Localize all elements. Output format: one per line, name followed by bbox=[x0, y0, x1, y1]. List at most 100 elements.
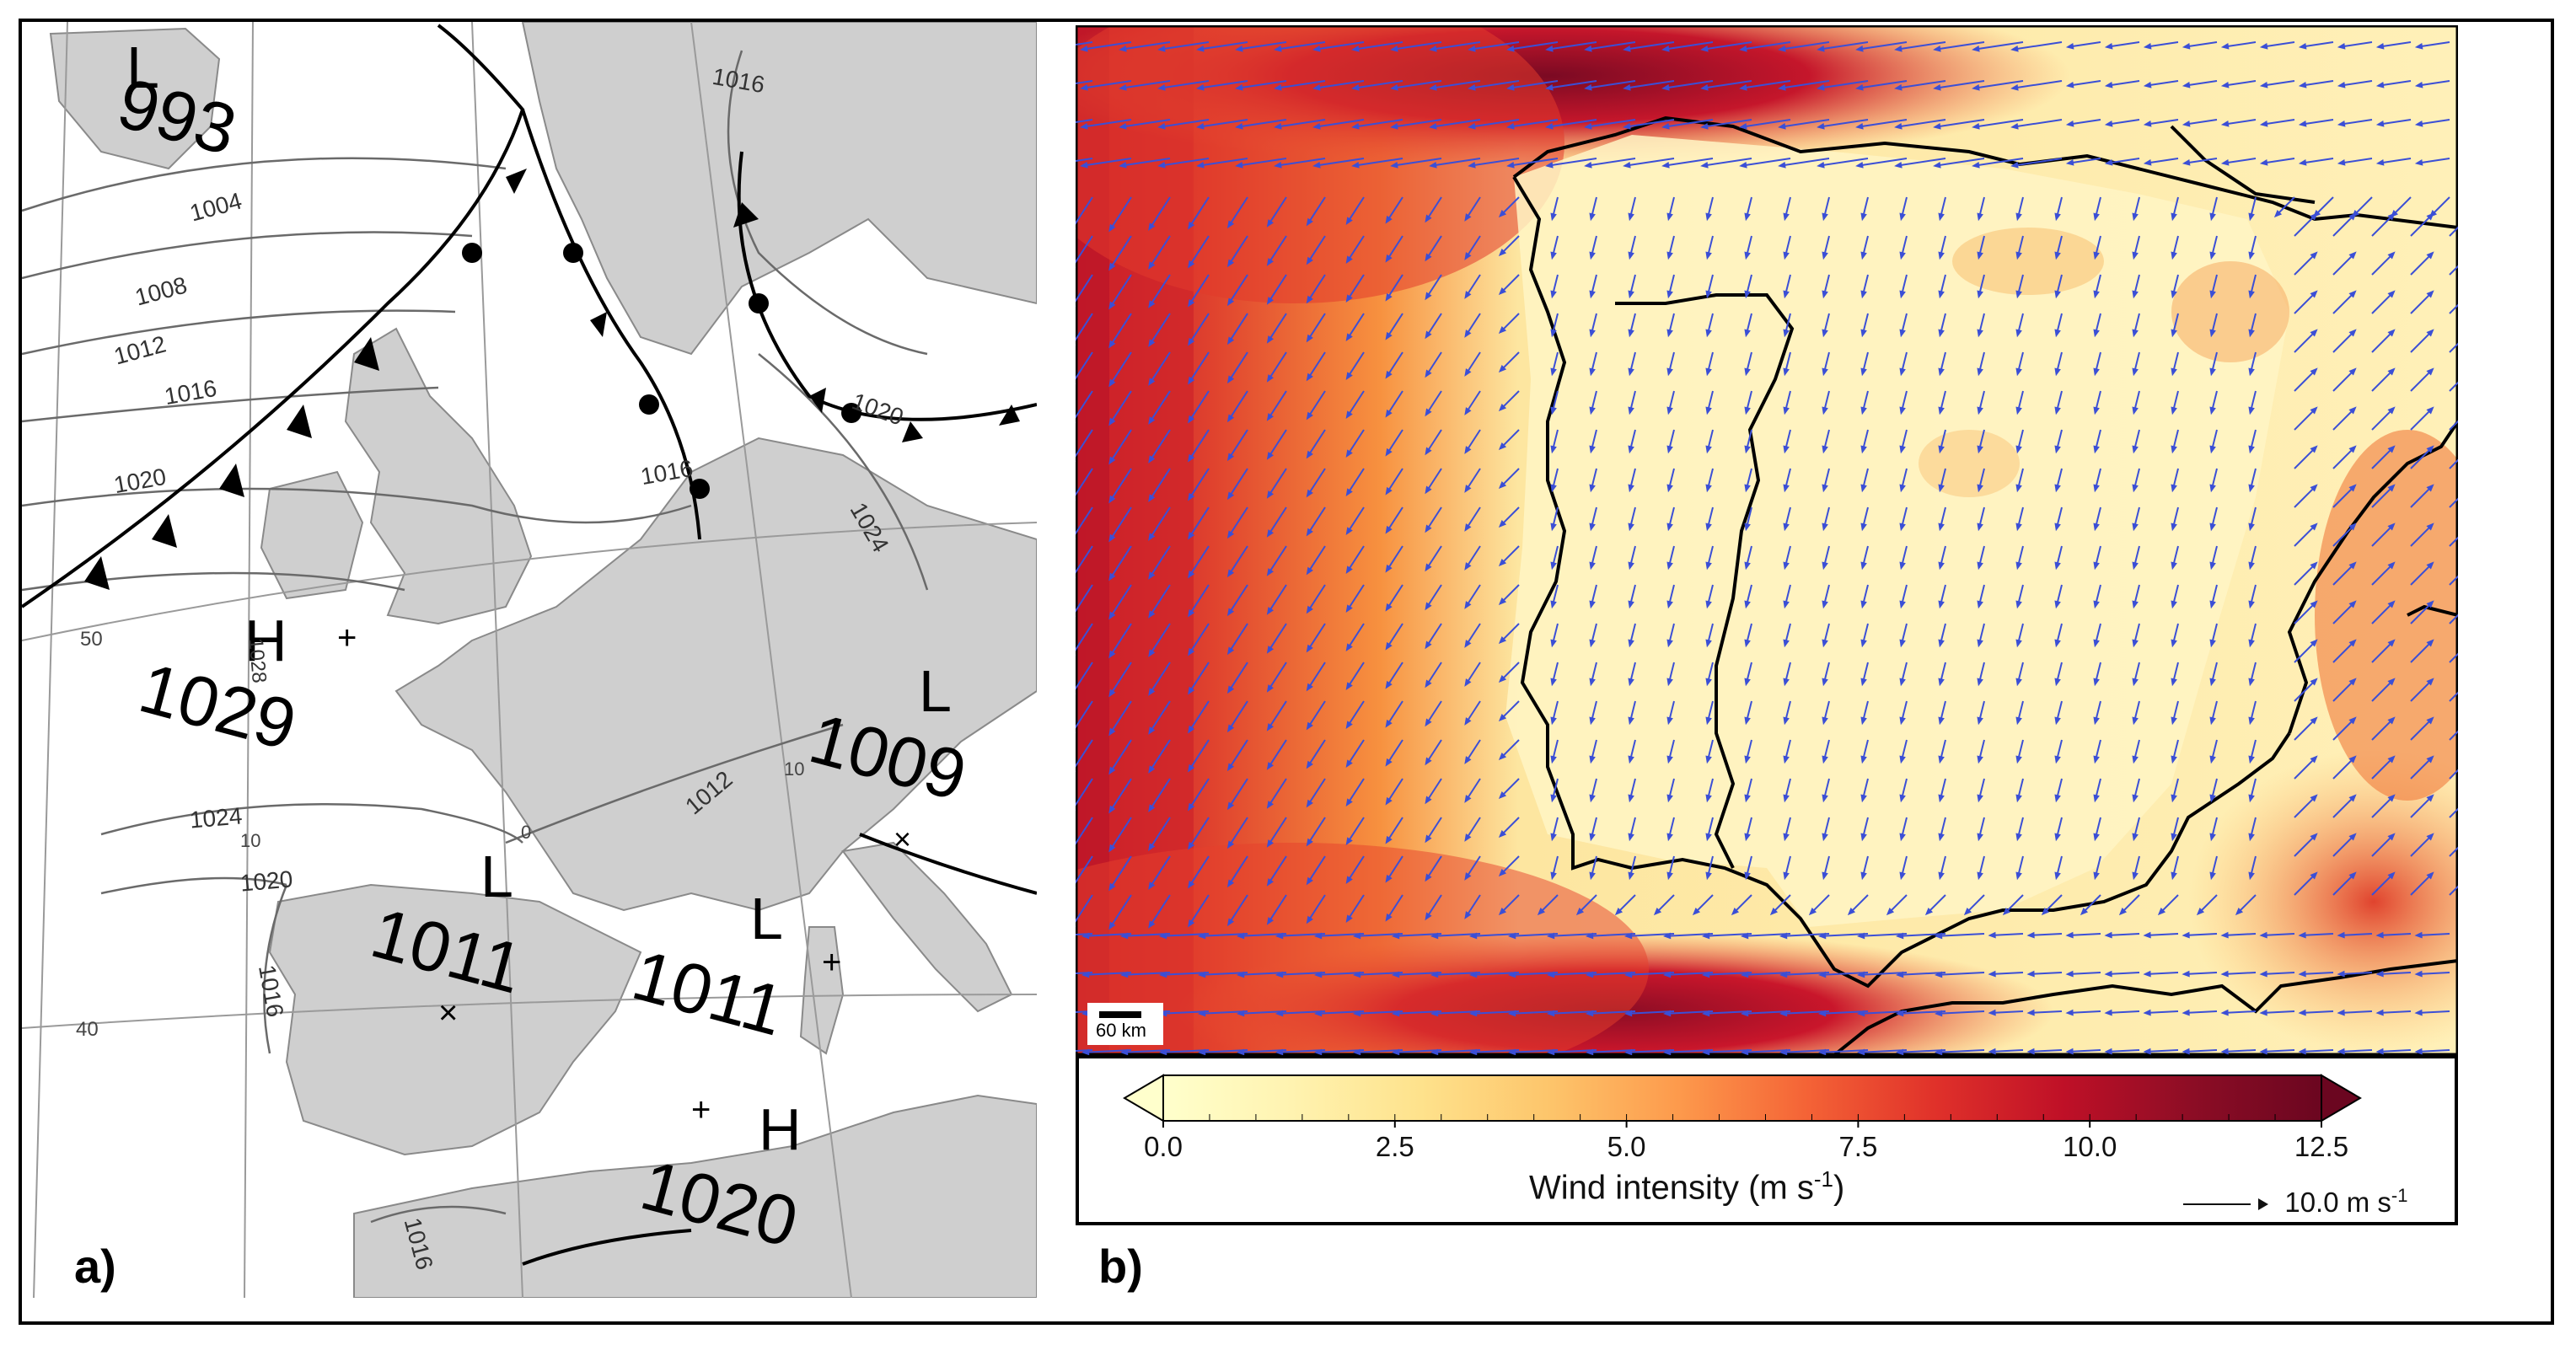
wind-vector-head bbox=[1977, 794, 1983, 803]
wind-vector-head bbox=[1266, 878, 1275, 887]
wind-vector-head bbox=[1345, 527, 1353, 536]
wind-vector-head bbox=[2132, 251, 2139, 260]
wind-vector-head bbox=[2171, 290, 2177, 299]
wind-vector-head bbox=[2348, 871, 2357, 880]
wind-vector-head bbox=[1464, 601, 1472, 609]
wind-vector-head bbox=[2132, 406, 2139, 415]
wind-vector-head bbox=[2093, 406, 2100, 415]
wind-vector-head bbox=[1589, 716, 1596, 726]
wind-vector-head bbox=[1081, 932, 1090, 940]
wind-vector-head bbox=[1938, 445, 1945, 454]
wind-vector-head bbox=[1108, 689, 1116, 698]
wind-vector-head bbox=[1196, 122, 1205, 130]
wind-vector bbox=[1355, 972, 1403, 976]
wind-vector-head bbox=[1425, 447, 1432, 456]
wind-vector-head bbox=[1661, 45, 1670, 52]
wind-vector-head bbox=[1226, 297, 1235, 307]
wind-vector bbox=[1704, 1010, 1752, 1015]
wind-vector-head bbox=[2248, 678, 2255, 687]
wind-vector-head bbox=[2015, 251, 2022, 260]
center-marker: + bbox=[337, 619, 357, 656]
wind-vector-head bbox=[2132, 561, 2139, 571]
wind-vector bbox=[1314, 158, 1365, 167]
wind-vector-head bbox=[1108, 378, 1116, 388]
wind-vector-head bbox=[1226, 918, 1235, 927]
wind-vector-head bbox=[2310, 561, 2318, 570]
wind-vector bbox=[1936, 933, 1985, 937]
wind-vector-head bbox=[1705, 445, 1712, 454]
wind-vector-head bbox=[1148, 610, 1156, 619]
wind-vector-head bbox=[2093, 329, 2100, 338]
wind-vector-head bbox=[1938, 367, 1945, 377]
wind-vector bbox=[1227, 506, 1248, 538]
wind-vector-head bbox=[1425, 640, 1432, 650]
wind-vector bbox=[1936, 1010, 1985, 1015]
wind-vector-head bbox=[1188, 298, 1195, 308]
wind-vector-head bbox=[1148, 533, 1156, 541]
wind-vector-head bbox=[1119, 161, 1127, 169]
wind-vector bbox=[1626, 1049, 1675, 1053]
wind-vector-head bbox=[1157, 161, 1166, 169]
wind-vector bbox=[1148, 584, 1171, 618]
wind-vector-head bbox=[2054, 794, 2061, 803]
wind-vector-head bbox=[1196, 161, 1205, 169]
wind-vector-head bbox=[2298, 1048, 2306, 1055]
wind-vector-head bbox=[1575, 907, 1585, 916]
wind-vector bbox=[1108, 545, 1132, 580]
wind-vector-head bbox=[1700, 122, 1709, 130]
wind-vector bbox=[1781, 933, 1830, 937]
wind-vector-head bbox=[2054, 367, 2061, 377]
wind-vector-head bbox=[1425, 679, 1432, 689]
wind-vector-head bbox=[1550, 871, 1557, 881]
colorbar-tick-label: 12.5 bbox=[2294, 1131, 2349, 1162]
wind-vector-head bbox=[1237, 932, 1245, 940]
wind-vector bbox=[1586, 119, 1636, 128]
wind-vector bbox=[1626, 1010, 1675, 1015]
wind-vector-head bbox=[1586, 1048, 1594, 1055]
wind-vector-head bbox=[2132, 522, 2139, 532]
wind-vector-head bbox=[1468, 161, 1476, 169]
wind-vector-head bbox=[1498, 635, 1507, 645]
wind-vector-head bbox=[1860, 329, 1867, 338]
wind-vector bbox=[1108, 778, 1132, 812]
wind-vector-head bbox=[1702, 932, 1710, 940]
wind-vector-head bbox=[1860, 678, 1867, 687]
wind-vector-head bbox=[2080, 907, 2089, 916]
wind-vector-head bbox=[1425, 563, 1432, 572]
wind-vector-head bbox=[2348, 212, 2357, 221]
wind-vector-head bbox=[1584, 45, 1592, 52]
pressure-label-l-1011-iberia: L bbox=[480, 844, 513, 909]
wind-vector-head bbox=[2426, 484, 2434, 492]
wind-vector-head bbox=[2348, 678, 2357, 686]
wind-vector-head bbox=[1744, 329, 1751, 338]
wind-vector-head bbox=[2182, 121, 2191, 127]
wind-vector-head bbox=[2387, 639, 2396, 647]
wind-vector-head bbox=[1822, 329, 1828, 338]
wind-vector-head bbox=[1266, 297, 1275, 305]
wind-vector bbox=[1267, 700, 1287, 731]
wind-vector bbox=[1392, 80, 1442, 89]
reference-vector-label: 10.0 m s bbox=[2284, 1187, 2391, 1218]
wind-vector bbox=[1227, 778, 1248, 809]
wind-vector bbox=[1148, 662, 1171, 695]
wind-vector bbox=[1430, 119, 1481, 128]
wind-vector bbox=[2449, 536, 2458, 547]
wind-vector bbox=[1122, 1049, 1171, 1053]
wind-vector-head bbox=[2426, 329, 2434, 337]
wind-vector-head bbox=[1108, 805, 1116, 814]
wind-vector-head bbox=[1589, 678, 1596, 687]
wind-vector-head bbox=[1235, 161, 1243, 169]
wind-vector-head bbox=[1469, 932, 1478, 940]
wind-vector bbox=[1076, 972, 1093, 975]
wind-vector bbox=[2449, 730, 2458, 741]
wind-vector bbox=[1936, 972, 1985, 976]
wind-vector-head bbox=[1226, 685, 1235, 694]
wind-vector-head bbox=[2375, 159, 2385, 166]
wind-vector-head bbox=[1860, 600, 1867, 609]
wind-vector-head bbox=[1822, 212, 1828, 222]
wind-vector-head bbox=[2015, 445, 2022, 454]
wind-vector-head bbox=[1550, 212, 1557, 222]
wind-vector bbox=[1267, 778, 1287, 808]
wind-vector-head bbox=[2387, 561, 2396, 570]
wind-vector-head bbox=[2387, 716, 2396, 725]
